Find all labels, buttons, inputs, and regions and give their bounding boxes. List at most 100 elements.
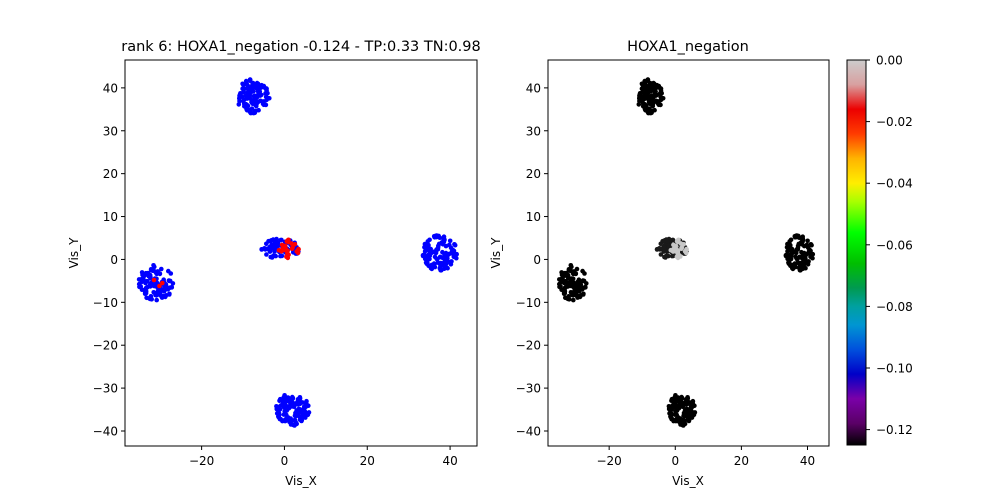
data-point — [682, 408, 688, 413]
data-point — [566, 276, 571, 281]
data-point — [241, 89, 246, 95]
y-tick-label: −40 — [93, 424, 118, 438]
data-point — [642, 101, 647, 107]
data-point — [428, 265, 434, 271]
data-point-highlight — [284, 254, 289, 260]
data-point — [577, 280, 582, 285]
data-point — [808, 242, 814, 247]
data-point — [159, 295, 165, 300]
data-point — [252, 110, 258, 116]
data-point — [805, 238, 810, 244]
chart-title: HOXA1_negation — [627, 39, 749, 55]
data-point — [690, 411, 696, 416]
data-point — [136, 277, 142, 282]
data-point — [280, 399, 286, 404]
data-point — [154, 271, 159, 277]
data-point — [277, 407, 283, 412]
scatter-panel-rank: −20 0 20 40 −40 −30 −20 −10 0 10 20 30 40 rank 6: H… — [67, 39, 481, 488]
data-point-highlight — [684, 247, 689, 252]
data-point — [438, 268, 443, 273]
data-point — [278, 237, 283, 243]
data-point — [247, 77, 253, 82]
data-point — [645, 88, 651, 94]
data-point — [663, 255, 668, 260]
data-point — [443, 262, 449, 267]
data-point — [558, 284, 563, 289]
chart-title: rank 6: HOXA1_negation -0.124 - TP:0.33 … — [121, 39, 481, 55]
x-tick-label: 20 — [360, 454, 375, 468]
data-point — [265, 95, 271, 101]
data-point — [426, 252, 432, 258]
data-point — [290, 394, 295, 400]
data-point — [264, 252, 269, 257]
data-point — [264, 86, 269, 91]
data-point — [280, 418, 285, 424]
data-point — [810, 255, 815, 261]
data-point — [671, 418, 676, 424]
data-point-highlight — [295, 250, 301, 256]
data-point — [281, 395, 287, 400]
scatter-points — [557, 77, 816, 428]
data-point — [669, 237, 675, 243]
data-point — [432, 264, 438, 270]
data-point — [285, 395, 291, 401]
colorbar-gradient — [847, 60, 866, 445]
data-point — [272, 248, 277, 253]
data-point — [650, 85, 655, 91]
x-tick-label: 20 — [734, 454, 749, 468]
data-point — [690, 398, 696, 404]
data-point — [673, 409, 678, 414]
data-point — [247, 88, 253, 94]
data-point — [571, 271, 576, 277]
scatter-points — [136, 77, 460, 428]
data-point — [427, 237, 432, 243]
data-point — [167, 291, 172, 297]
data-point — [276, 414, 281, 419]
colorbar-tick-label: −0.06 — [876, 238, 913, 252]
data-point — [671, 399, 677, 404]
data-point — [437, 261, 443, 267]
data-point — [570, 282, 575, 288]
x-axis-label: Vis_X — [285, 474, 317, 488]
y-tick-label: 30 — [103, 124, 118, 138]
data-point — [451, 248, 457, 254]
data-point — [149, 267, 154, 273]
data-point — [679, 422, 685, 428]
data-point — [143, 280, 148, 286]
x-axis-label: Vis_X — [672, 474, 704, 488]
data-point — [243, 93, 249, 98]
data-point — [637, 95, 643, 100]
data-point — [582, 271, 587, 276]
data-point — [643, 107, 648, 113]
y-tick-label: −30 — [516, 382, 541, 396]
data-point — [640, 89, 645, 95]
data-point — [294, 408, 299, 413]
data-point — [270, 237, 276, 242]
data-point — [666, 244, 672, 250]
data-point — [685, 399, 690, 404]
data-point — [642, 81, 648, 87]
y-axis-ticks: −40 −30 −20 −10 0 10 20 30 40 — [516, 81, 548, 438]
data-point — [581, 278, 586, 284]
y-tick-label: 10 — [526, 210, 541, 224]
y-tick-label: −10 — [93, 296, 118, 310]
data-point — [645, 77, 651, 82]
data-point — [436, 241, 442, 247]
data-point — [139, 270, 145, 275]
data-point — [793, 250, 799, 255]
data-point — [286, 406, 292, 411]
data-point — [784, 244, 790, 250]
data-point — [806, 259, 811, 264]
data-point — [561, 290, 567, 295]
data-point — [642, 93, 647, 98]
data-point — [248, 110, 254, 116]
x-axis-ticks: −20 0 20 40 — [596, 446, 815, 468]
data-point — [284, 412, 289, 418]
data-point — [797, 268, 803, 273]
data-point — [167, 278, 172, 284]
data-point — [636, 102, 642, 107]
data-point-highlight — [160, 280, 165, 286]
data-point — [438, 254, 443, 260]
data-point-highlight — [679, 246, 684, 251]
data-point — [170, 281, 176, 286]
